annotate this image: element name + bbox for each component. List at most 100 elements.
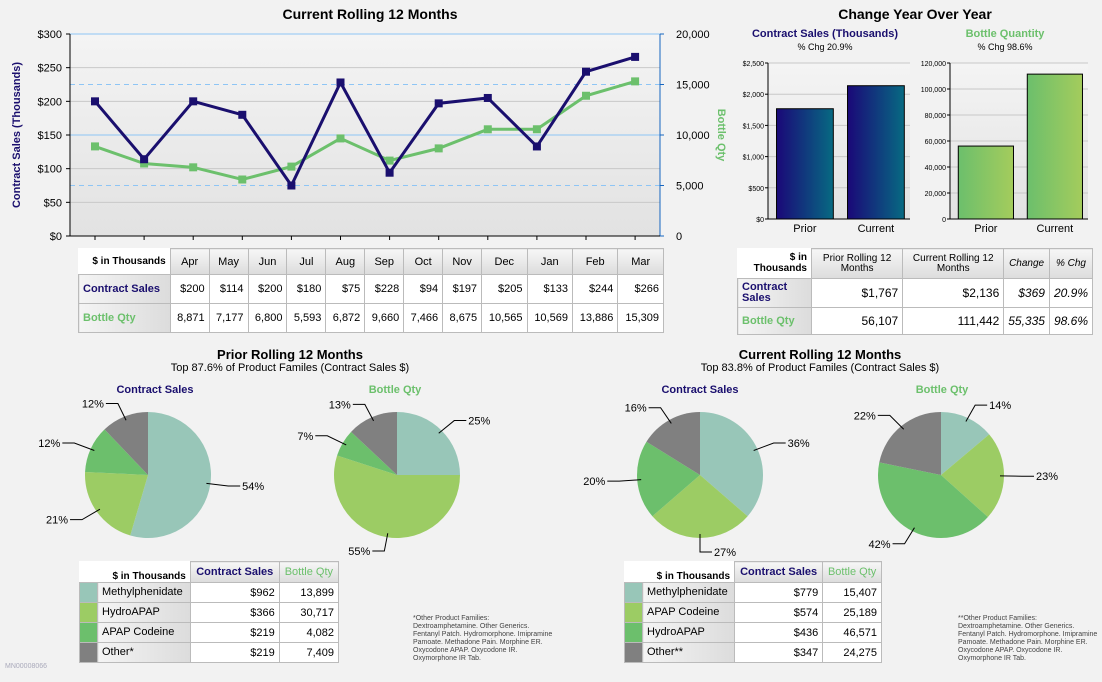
legend-swatch xyxy=(79,622,98,643)
qty-marker xyxy=(238,175,247,184)
y-right-tick-label: 20,000 xyxy=(676,29,710,41)
qty-bar xyxy=(957,145,1014,220)
y-tick-label: 60,000 xyxy=(925,139,947,146)
month-header: Feb xyxy=(571,248,619,275)
month-header: Mar xyxy=(617,248,664,275)
yoy-header: Prior Rolling 12 Months xyxy=(810,248,904,279)
yoy-row-label: Bottle Qty xyxy=(737,307,812,335)
yoy-header: % Chg xyxy=(1048,248,1094,279)
pie-title: Bottle Qty xyxy=(915,384,969,396)
sales-cell: $266 xyxy=(617,274,664,304)
pie-label: 22% xyxy=(854,410,876,422)
qty-bar xyxy=(1026,73,1083,220)
qty-marker xyxy=(91,142,99,151)
x-tick-label: Current xyxy=(1037,223,1074,235)
legend-name: HydroAPAP xyxy=(641,622,736,643)
legend-name: APAP Codeine xyxy=(641,602,736,623)
qty-cell: 10,569 xyxy=(526,303,573,333)
legend-name: Other* xyxy=(97,642,191,663)
yoy-cell: 111,442 xyxy=(902,307,1005,335)
legend-swatch xyxy=(624,582,643,603)
pie-slice xyxy=(85,429,148,475)
yoy-cell: $2,136 xyxy=(902,278,1005,308)
sales-cell: $244 xyxy=(571,274,619,304)
qty-cell: 7,466 xyxy=(403,303,444,333)
legend-qty: 13,899 xyxy=(278,582,340,603)
pie-label: 54% xyxy=(242,481,264,493)
pie-leader-line xyxy=(352,403,375,422)
pie-leader-line xyxy=(965,404,988,422)
y-right-tick-label: 15,000 xyxy=(676,80,710,92)
pie-title: Bottle Qty xyxy=(368,384,422,396)
sales-cell: $228 xyxy=(364,274,405,304)
qty-bar-title: Bottle Quantity xyxy=(965,28,1045,40)
y-tick-label: 0 xyxy=(942,217,946,224)
pie-slice xyxy=(637,441,700,517)
month-header: Jun xyxy=(247,248,288,275)
yoy-row-label: Contract Sales xyxy=(737,278,812,308)
y-tick-label: 40,000 xyxy=(925,165,947,172)
pie-leader-line xyxy=(648,407,672,424)
trend-title: Current Rolling 12 Months xyxy=(282,6,458,22)
y-tick-label: $500 xyxy=(748,186,764,193)
legend-header-qty: Bottle Qty xyxy=(278,561,340,583)
legend-name: Methylphenidate xyxy=(641,582,736,603)
legend-name: Methylphenidate xyxy=(97,582,191,603)
sales-marker xyxy=(532,142,541,151)
yoy-cell: $1,767 xyxy=(810,278,904,308)
qty-marker xyxy=(336,134,345,143)
sales-marker xyxy=(336,78,345,87)
sales-bar xyxy=(776,108,834,220)
pie-slice xyxy=(130,412,211,538)
sales-marker xyxy=(287,181,296,190)
sales-marker xyxy=(385,168,394,177)
legend-qty: 15,407 xyxy=(822,582,882,603)
legend-name: APAP Codeine xyxy=(97,622,191,643)
sales-cell: $200 xyxy=(247,274,288,304)
y-tick-label: 100,000 xyxy=(921,87,946,94)
month-header: Jul xyxy=(286,248,327,275)
month-header: Nov xyxy=(442,248,483,275)
legend-name: HydroAPAP xyxy=(97,602,191,623)
qty-marker xyxy=(483,125,492,134)
pie-slice xyxy=(397,412,460,475)
sales-cell: $200 xyxy=(169,274,210,304)
legend-swatch xyxy=(624,602,643,623)
pie-slice xyxy=(337,431,397,475)
yoy-header: Change xyxy=(1003,248,1050,279)
qty-marker xyxy=(140,159,149,168)
qty-cell: 8,675 xyxy=(442,303,483,333)
sales-cell: $94 xyxy=(403,274,444,304)
pie-leader-line xyxy=(753,442,786,451)
y-tick-label: $1,000 xyxy=(743,155,765,162)
pie-label: 16% xyxy=(625,403,647,415)
pie-leader-line xyxy=(62,442,95,451)
yoy-corner: $ in Thousands xyxy=(753,252,807,275)
y-tick-label: $0 xyxy=(756,217,764,224)
monthly-corner: $ in Thousands xyxy=(92,255,166,267)
y-right-axis-label: Bottle Qty xyxy=(715,109,727,162)
legend-sales: $779 xyxy=(734,582,824,603)
qty-marker xyxy=(631,77,640,86)
y-tick-label: $150 xyxy=(38,130,62,142)
legend-corner: $ in Thousands xyxy=(656,571,731,582)
pie-leader-line xyxy=(607,479,642,482)
qty-cell: 10,565 xyxy=(481,303,528,333)
qty-marker xyxy=(287,162,296,171)
pie-leader-line xyxy=(372,533,389,552)
month-header: Sep xyxy=(364,248,405,275)
pie-leader-line xyxy=(699,534,712,553)
month-header: Apr xyxy=(169,248,210,275)
pie-label: 27% xyxy=(714,547,736,559)
legend-sales: $219 xyxy=(189,642,280,663)
sales-line xyxy=(93,55,636,189)
pie-label: 55% xyxy=(348,546,370,558)
pie-label: 21% xyxy=(46,515,68,527)
y-tick-label: $100 xyxy=(38,164,62,176)
pie-slice xyxy=(879,412,941,475)
legend-qty: 25,189 xyxy=(822,602,882,623)
qty-cell: 5,593 xyxy=(286,303,327,333)
qty-cell: 6,800 xyxy=(247,303,288,333)
pie-label: 42% xyxy=(869,539,891,551)
legend-header-qty: Bottle Qty xyxy=(822,561,882,583)
